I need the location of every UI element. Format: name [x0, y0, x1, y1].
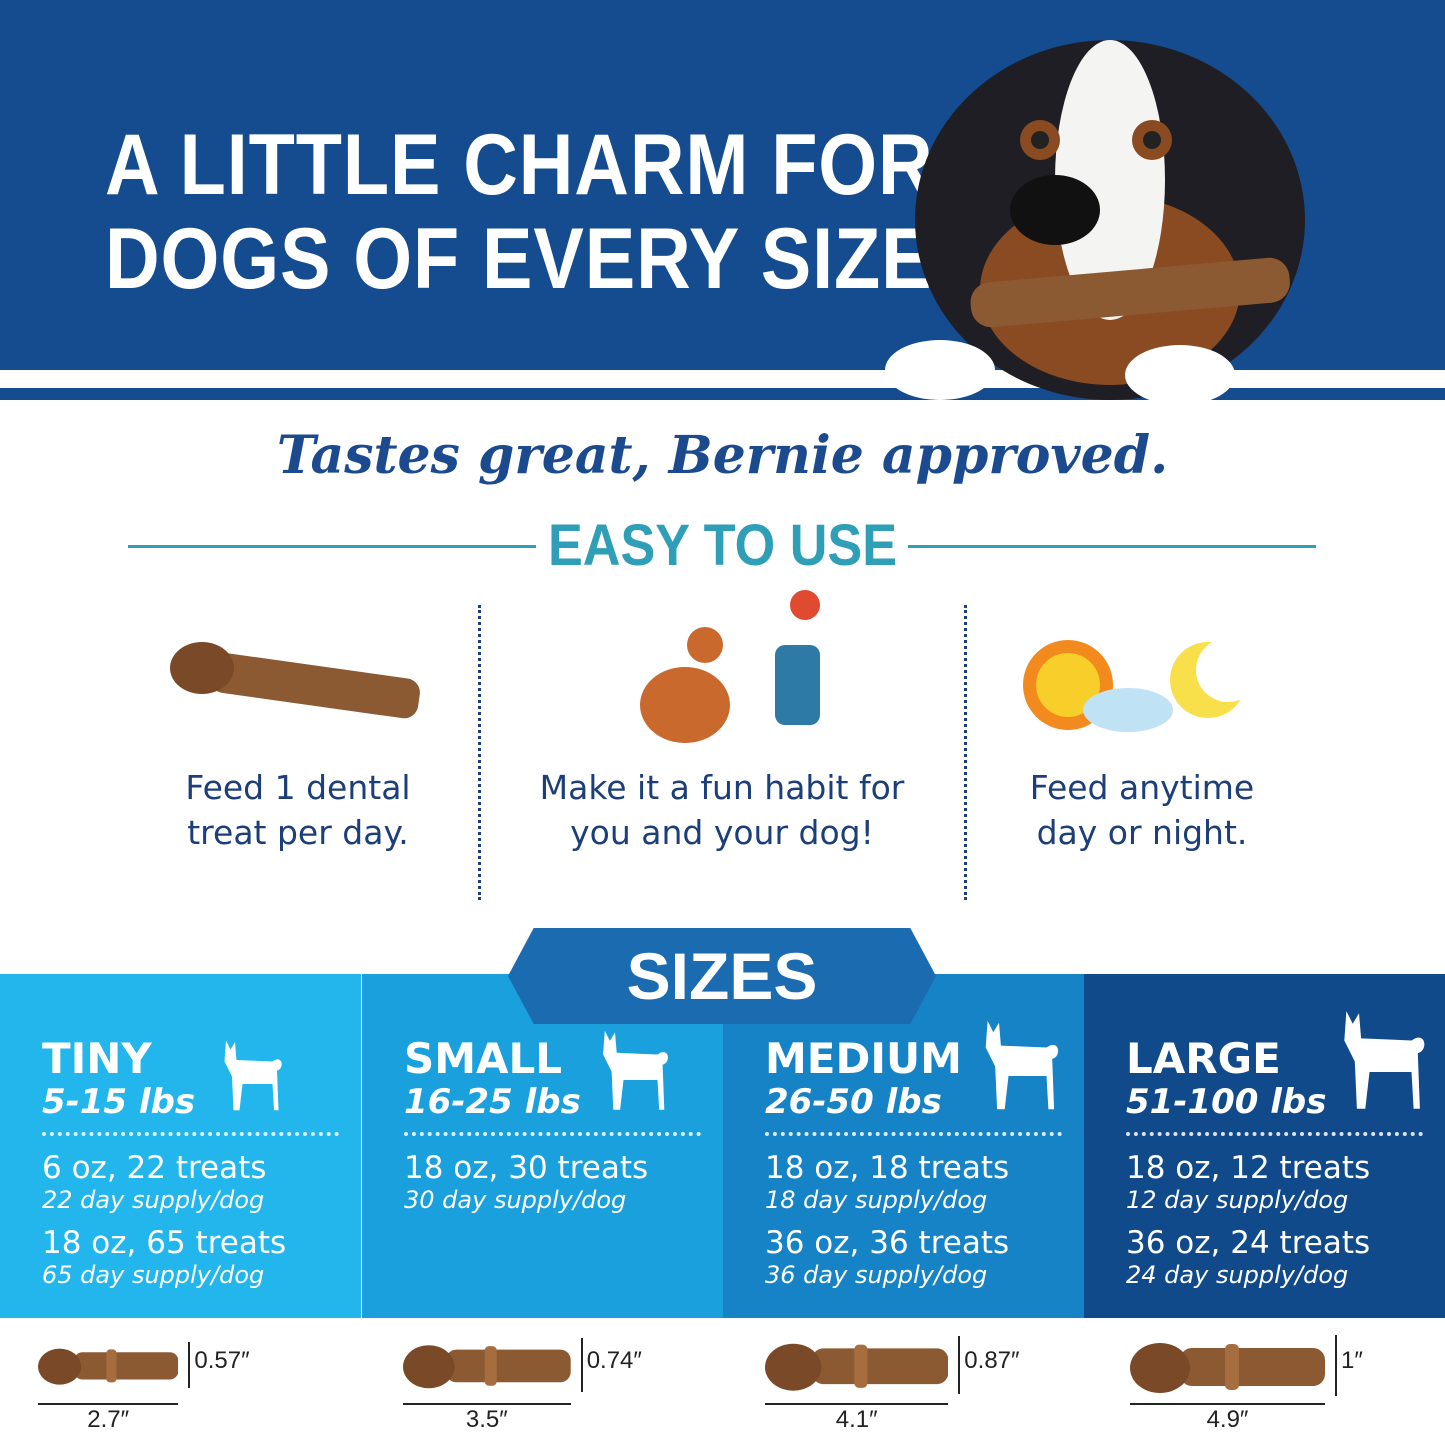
- dotted-divider: [1126, 1132, 1423, 1136]
- supply-text: 12 day supply/dog: [1126, 1186, 1349, 1214]
- pack-size: 18 oz, 65 treats: [42, 1225, 287, 1261]
- supply-text: 30 day supply/dog: [404, 1186, 627, 1214]
- dotted-divider: [404, 1132, 701, 1136]
- length-arrow: [765, 1403, 949, 1405]
- headline-line: A LITTLE CHARM FOR: [105, 117, 934, 213]
- treat-height: 1″: [1341, 1347, 1363, 1374]
- step-feed-daily: Feed 1 dental treat per day.: [108, 765, 488, 855]
- supply-text: 22 day supply/dog: [42, 1186, 265, 1214]
- sizes-tab: [508, 928, 936, 1024]
- length-arrow: [403, 1403, 571, 1405]
- section-heading-easy-to-use: EASY TO USE: [547, 513, 898, 578]
- height-arrow: [1335, 1334, 1337, 1396]
- dotted-divider: [964, 605, 967, 900]
- step-anytime: Feed anytime day or night.: [952, 765, 1332, 855]
- treat-height: 0.57″: [194, 1347, 250, 1374]
- treat-length: 4.9″: [1206, 1406, 1249, 1433]
- pack-size: 18 oz, 18 treats: [765, 1150, 1010, 1186]
- treat-length: 3.5″: [465, 1406, 508, 1433]
- headline: A LITTLE CHARM FOR DOGS OF EVERY SIZE: [105, 118, 934, 306]
- step-fun-habit: Make it a fun habit for you and your dog!: [532, 765, 912, 855]
- weight-range: 51-100 lbs: [1126, 1082, 1327, 1122]
- size-column-medium: MEDIUM 26-50 lbs 18 oz, 18 treats 18 day…: [723, 974, 1084, 1318]
- pack-size: 6 oz, 22 treats: [42, 1150, 267, 1186]
- dotted-divider: [478, 605, 481, 900]
- dog-silhouette-icon: [603, 1030, 668, 1110]
- treat-length: 4.1″: [835, 1406, 878, 1433]
- length-arrow: [38, 1403, 179, 1405]
- tagline: Tastes great, Bernie approved.: [276, 425, 1169, 486]
- treat-height: 0.74″: [586, 1347, 642, 1374]
- high-five-dog-icon: [640, 590, 820, 743]
- pack-size: 18 oz, 12 treats: [1126, 1150, 1371, 1186]
- dental-treat-icon: [170, 642, 420, 719]
- step-text: you and your dog!: [570, 813, 874, 852]
- headline-line: DOGS OF EVERY SIZE: [105, 211, 933, 307]
- bernese-dog-illustration: [885, 40, 1305, 400]
- step-text: day or night.: [1036, 813, 1248, 852]
- step-text: Feed anytime: [1029, 768, 1255, 807]
- height-arrow: [188, 1342, 191, 1388]
- divider-line: [128, 545, 536, 548]
- treat-size-image: [765, 1343, 949, 1391]
- treat-size-image: [1130, 1342, 1325, 1393]
- dog-silhouette-icon: [1344, 1011, 1425, 1109]
- size-column-small: SMALL 16-25 lbs 18 oz, 30 treats 30 day …: [362, 974, 723, 1318]
- dog-silhouette-icon: [985, 1020, 1059, 1110]
- dotted-divider: [42, 1132, 339, 1136]
- pack-size: 18 oz, 30 treats: [404, 1150, 649, 1186]
- pack-size: 36 oz, 24 treats: [1126, 1225, 1371, 1261]
- treat-size-image: [403, 1345, 571, 1389]
- pack-size: 36 oz, 36 treats: [765, 1225, 1010, 1261]
- step-text: Make it a fun habit for: [539, 768, 905, 807]
- length-arrow: [1130, 1403, 1325, 1405]
- divider-line: [908, 545, 1316, 548]
- dotted-divider: [765, 1132, 1062, 1136]
- height-arrow: [958, 1336, 961, 1394]
- treat-height: 0.87″: [964, 1347, 1020, 1374]
- step-text: Feed 1 dental: [185, 768, 411, 807]
- section-heading-sizes: SIZES: [626, 939, 818, 1013]
- weight-range: 16-25 lbs: [404, 1082, 581, 1122]
- size-name: TINY: [42, 1034, 152, 1083]
- size-name: SMALL: [404, 1034, 563, 1083]
- size-column-tiny: TINY 5-15 lbs 6 oz, 22 treats 22 day sup…: [0, 974, 361, 1318]
- weight-range: 26-50 lbs: [765, 1082, 942, 1122]
- supply-text: 36 day supply/dog: [765, 1261, 988, 1289]
- step-text: treat per day.: [187, 813, 409, 852]
- height-arrow: [580, 1338, 583, 1392]
- weight-range: 5-15 lbs: [42, 1082, 196, 1122]
- supply-text: 24 day supply/dog: [1126, 1261, 1349, 1289]
- sun-moon-icon: [1023, 638, 1260, 732]
- supply-text: 18 day supply/dog: [765, 1186, 988, 1214]
- treat-size-image: [38, 1348, 179, 1385]
- dog-silhouette-icon: [224, 1040, 282, 1111]
- supply-text: 65 day supply/dog: [42, 1261, 265, 1289]
- size-name: MEDIUM: [765, 1034, 962, 1083]
- size-column-large: LARGE 51-100 lbs 18 oz, 12 treats 12 day…: [1084, 974, 1445, 1318]
- size-name: LARGE: [1126, 1034, 1281, 1083]
- treat-length: 2.7″: [87, 1406, 130, 1433]
